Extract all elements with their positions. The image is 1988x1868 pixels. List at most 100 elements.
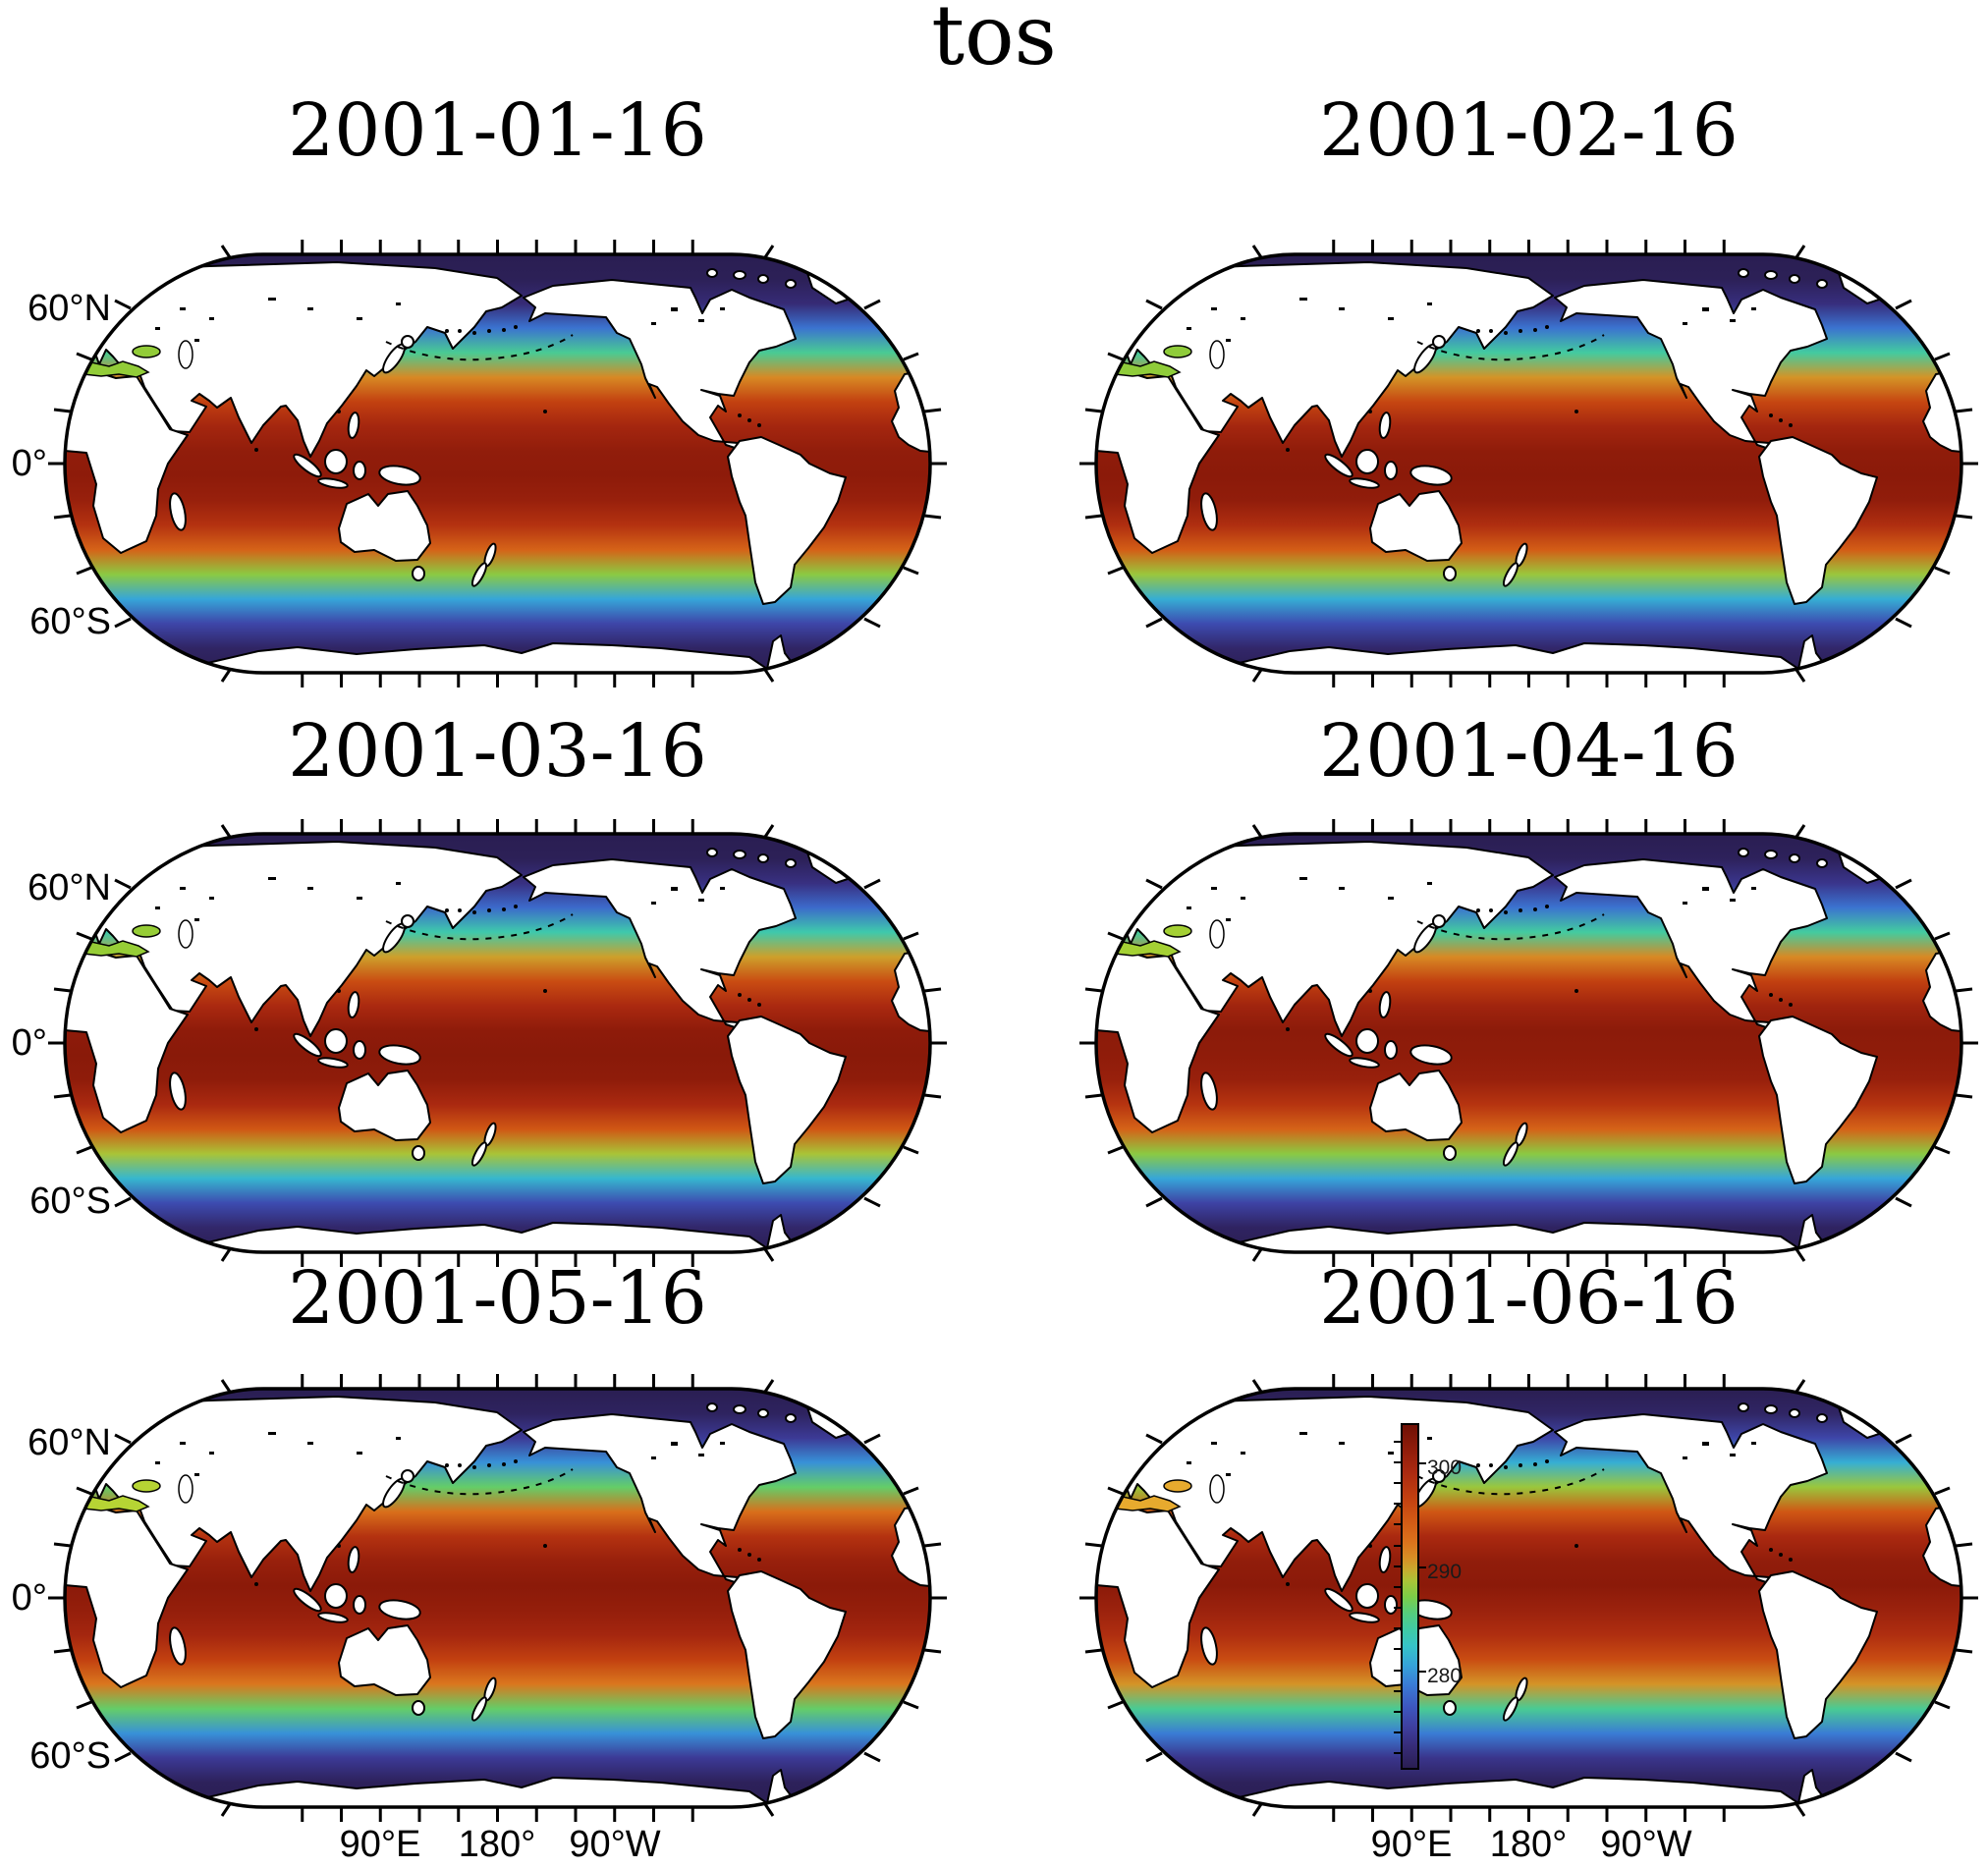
world-map-svg — [1079, 1374, 1978, 1822]
continents — [65, 257, 930, 673]
colorbar-tick-300 — [1419, 1462, 1426, 1464]
y-tick-label-60s: 60°S — [29, 1181, 111, 1222]
colorbar-minor-tick — [1394, 1669, 1401, 1672]
axis-ticks — [1079, 240, 1978, 687]
map-outline — [63, 832, 932, 1254]
panel-title-5: 2001-05-16 — [288, 1256, 707, 1341]
colorbar-gradient — [1401, 1423, 1419, 1770]
contour-line — [385, 913, 574, 941]
colorbar-tick-label-280: 280 — [1427, 1665, 1463, 1687]
caspian-sea — [178, 919, 193, 949]
contour-line — [385, 1468, 574, 1496]
panel-title-1: 2001-01-16 — [288, 88, 707, 173]
map-panel-3: 60°N 0° 60°S — [12, 819, 947, 1267]
contour-line — [1416, 334, 1605, 361]
x-tick-label-180: 180° — [1489, 1824, 1568, 1865]
y-tick-label-60n: 60°N — [28, 288, 111, 329]
world-map-svg — [48, 819, 947, 1267]
contour-line — [1416, 913, 1605, 941]
map-panel-4 — [1079, 819, 1978, 1267]
colorbar: 300 290 280 — [1394, 1423, 1462, 1770]
panel-title-3: 2001-03-16 — [288, 709, 707, 794]
axis-ticks — [1079, 1374, 1978, 1822]
colorbar-minor-tick — [1394, 1607, 1401, 1610]
figure-title: tos — [931, 0, 1057, 83]
axis-ticks — [48, 819, 947, 1267]
y-tick-label-0: 0° — [11, 1022, 47, 1064]
colorbar-minor-tick — [1394, 1627, 1401, 1630]
colorbar-minor-tick — [1394, 1710, 1401, 1713]
black-sea — [132, 924, 161, 938]
mediterranean-sea — [72, 1495, 150, 1512]
continents — [65, 837, 930, 1252]
mediterranean-sea — [1103, 940, 1182, 958]
caspian-sea — [1209, 340, 1225, 369]
colorbar-tick-label-290: 290 — [1427, 1561, 1463, 1583]
colorbar-minor-tick — [1394, 1585, 1401, 1588]
colorbar-minor-tick — [1394, 1648, 1401, 1651]
caspian-sea — [1209, 1474, 1225, 1504]
world-map-svg — [1079, 819, 1978, 1267]
black-sea — [1163, 345, 1192, 358]
world-map-svg — [1079, 240, 1978, 687]
axis-ticks — [48, 240, 947, 687]
colorbar-minor-tick — [1394, 1544, 1401, 1547]
x-tick-label-90e: 90°E — [1370, 1824, 1453, 1865]
mediterranean-sea — [72, 360, 150, 378]
continents — [1096, 837, 1961, 1252]
colorbar-tick-280 — [1419, 1671, 1426, 1673]
colorbar-minor-tick — [1394, 1482, 1401, 1485]
axis-ticks — [48, 1374, 947, 1822]
colorbar-minor-tick — [1394, 1523, 1401, 1526]
black-sea — [1163, 1479, 1192, 1493]
map-panel-6: 90°E 180° 90°W 300 290 280 — [1079, 1374, 1978, 1865]
y-tick-label-60s: 60°S — [29, 1735, 111, 1777]
axis-ticks — [1079, 819, 1978, 1267]
panel-title-2: 2001-02-16 — [1319, 88, 1739, 173]
map-panel-2 — [1079, 240, 1978, 687]
black-sea — [1163, 924, 1192, 938]
map-outline — [1094, 1387, 1963, 1809]
mediterranean-sea — [1103, 1495, 1182, 1512]
colorbar-minor-tick — [1394, 1440, 1401, 1443]
world-map-svg — [48, 240, 947, 687]
y-tick-label-60s: 60°S — [29, 601, 111, 642]
y-tick-label-0: 0° — [11, 1577, 47, 1619]
map-panel-1: 60°N 0° 60°S — [12, 240, 947, 687]
map-outline — [63, 1387, 932, 1809]
x-tick-label-90e: 90°E — [339, 1824, 421, 1865]
contour-line — [1416, 1468, 1605, 1496]
colorbar-minor-tick — [1394, 1461, 1401, 1463]
world-map-svg — [48, 1374, 947, 1822]
continents — [65, 1392, 930, 1807]
colorbar-minor-tick — [1394, 1565, 1401, 1567]
y-tick-label-60n: 60°N — [28, 867, 111, 908]
black-sea — [132, 1479, 161, 1493]
y-tick-label-60n: 60°N — [28, 1422, 111, 1463]
x-tick-label-180: 180° — [458, 1824, 536, 1865]
colorbar-tick-290 — [1419, 1566, 1426, 1568]
colorbar-minor-tick — [1394, 1752, 1401, 1755]
caspian-sea — [178, 1474, 193, 1504]
continents — [1096, 257, 1961, 673]
colorbar-minor-tick — [1394, 1731, 1401, 1733]
y-tick-label-0: 0° — [11, 443, 47, 484]
map-outline — [1094, 832, 1963, 1254]
colorbar-tick-label-300: 300 — [1427, 1456, 1463, 1479]
caspian-sea — [1209, 919, 1225, 949]
caspian-sea — [178, 340, 193, 369]
contour-line — [385, 334, 574, 361]
panel-title-4: 2001-04-16 — [1319, 709, 1739, 794]
map-outline — [1094, 252, 1963, 675]
map-panel-5: 60°N 0° 60°S 90°E 180° 90°W — [12, 1374, 947, 1865]
mediterranean-sea — [72, 940, 150, 958]
x-tick-label-90w: 90°W — [569, 1824, 661, 1865]
black-sea — [132, 345, 161, 358]
x-tick-label-90w: 90°W — [1600, 1824, 1692, 1865]
colorbar-minor-tick — [1394, 1503, 1401, 1506]
panel-title-6: 2001-06-16 — [1319, 1256, 1739, 1341]
map-outline — [63, 252, 932, 675]
mediterranean-sea — [1103, 360, 1182, 378]
colorbar-minor-tick — [1394, 1689, 1401, 1692]
